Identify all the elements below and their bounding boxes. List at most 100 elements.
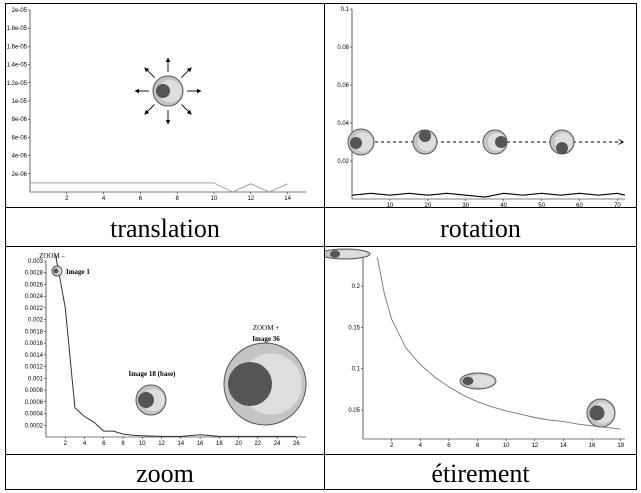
y-tick-label: 0.0028: [25, 271, 44, 277]
panel-rotation: 0.02 0.04 0.06 0.08 0.1 10 20 30 40 50 60 70 rotati…: [324, 3, 637, 247]
y-tick-label: 0.0008: [25, 388, 44, 394]
direction-arrow: [181, 67, 192, 78]
x-tick-label: 2: [65, 196, 69, 202]
caption-divider: [325, 207, 636, 208]
y-tick-label: 2e-05: [12, 8, 28, 14]
direction-arrow: [181, 104, 192, 115]
x-tick-label: 6: [447, 443, 451, 449]
cell-cytoplasm: [467, 375, 495, 387]
annotation-zoom-plus: ZOOM +: [253, 324, 279, 332]
x-tick-label: 14: [560, 443, 567, 449]
y-tick-label: 0.05: [348, 408, 360, 414]
cell-sprite-4: [549, 129, 575, 155]
y-tick-label: 0.2: [352, 284, 361, 290]
annotation-zoom-minus: ZOOM –: [39, 252, 65, 260]
y-tick-label: 1.8e-05: [7, 26, 28, 32]
x-tick-label: 70: [614, 203, 621, 209]
y-tick-label: 0.1: [352, 367, 361, 373]
x-tick-label: 6: [102, 441, 106, 447]
y-tick-label: 0.0002: [25, 423, 44, 429]
x-tick-label: 4: [102, 196, 106, 202]
caption-rotation: rotation: [440, 214, 521, 243]
direction-arrow: [144, 67, 155, 78]
cell-nucleus: [589, 405, 605, 421]
x-tick-label: 50: [538, 203, 545, 209]
y-tick-label: 0.0016: [25, 341, 44, 347]
x-tick-label: 60: [576, 203, 583, 209]
y-tick-label: 0.0012: [25, 365, 44, 371]
x-tick-label: 16: [197, 441, 204, 447]
cell-sprite-image-36: [223, 342, 307, 426]
caption-zoom: zoom: [136, 459, 194, 488]
x-tick-label: 14: [284, 196, 291, 202]
y-tick-label: 0.15: [348, 325, 360, 331]
series-line: [55, 255, 297, 437]
x-tick-label: 30: [462, 203, 469, 209]
y-tick-label: 0.0022: [25, 306, 44, 312]
caption-translation: translation: [110, 214, 220, 243]
x-tick-label: 16: [589, 443, 596, 449]
rotation-chart: 0.02 0.04 0.06 0.08 0.1 10 20 30 40 50 60 70: [337, 7, 626, 209]
x-tick-label: 4: [83, 441, 87, 447]
x-tick-label: 14: [177, 441, 184, 447]
x-tick-label: 10: [503, 443, 510, 449]
x-tick-label: 12: [158, 441, 165, 447]
cell-sprite: [152, 75, 184, 107]
cell-nucleus: [330, 250, 340, 258]
y-tick-label: 0.1: [341, 7, 350, 13]
y-tick-label: 0.001: [28, 376, 44, 382]
y-tick-label: 1.6e-05: [7, 44, 28, 50]
x-tick-label: 18: [216, 441, 223, 447]
x-tick-label: 40: [500, 203, 507, 209]
x-tick-label: 2: [390, 443, 394, 449]
x-tick-label: 18: [617, 443, 624, 449]
annotation-image-18: Image 18 (base): [128, 370, 176, 378]
caption-divider: [325, 454, 636, 455]
panel-zoom: 0.0002 0.0004 0.0006 0.0008 0.001 0.0012 0.001…: [5, 246, 325, 490]
x-tick-label: 24: [274, 441, 281, 447]
y-tick-label: 0.0004: [25, 412, 44, 418]
cell-sprite-1: [347, 128, 375, 156]
cell-nucleus: [556, 142, 568, 154]
y-tick-label: 6e-06: [12, 135, 28, 141]
x-tick-label: 26: [293, 441, 300, 447]
y-tick-label: 0.06: [337, 83, 349, 89]
y-tick-label: 0.0006: [25, 400, 44, 406]
x-tick-label: 10: [387, 203, 394, 209]
y-tick-label: 0.08: [337, 45, 349, 51]
cell-nucleus: [462, 376, 474, 386]
x-tick-label: 2: [64, 441, 68, 447]
y-tick-label: 1.2e-05: [7, 81, 28, 87]
y-tick-label: 0.0014: [25, 353, 44, 359]
y-tick-label: 0.02: [337, 159, 349, 165]
zoom-chart: 0.0002 0.0004 0.0006 0.0008 0.001 0.0012 0.001…: [25, 252, 307, 447]
panel-etirement: 0.05 0.1 0.15 0.2 2 4 6 8 10 12 14 16 18 étirement: [324, 246, 637, 490]
x-tick-label: 12: [531, 443, 538, 449]
translation-chart: 2e-06 4e-06 6e-06 8e-06 1e-05 1.2e-05 1.4e-05 1…: [7, 8, 306, 202]
cell-nucleus: [495, 136, 507, 148]
cell-sprite-stretch-1: [325, 248, 371, 260]
cell-nucleus: [156, 84, 170, 98]
series-line: [376, 257, 621, 430]
y-tick-label: 0.0026: [25, 282, 44, 288]
y-tick-label: 0.04: [337, 121, 349, 127]
caption-divider: [6, 454, 324, 455]
cell-sprite-stretch-2: [459, 372, 497, 390]
y-tick-label: 2e-06: [12, 172, 28, 178]
cell-nucleus: [53, 268, 59, 274]
y-tick-label: 4e-06: [12, 154, 28, 160]
x-tick-label: 22: [255, 441, 262, 447]
annotation-image-1: Image 1: [66, 268, 90, 276]
direction-arrow: [144, 104, 155, 115]
y-tick-label: 0.0018: [25, 329, 44, 335]
series-line: [351, 192, 626, 198]
x-tick-label: 8: [121, 441, 125, 447]
cell-sprite-3: [482, 129, 508, 155]
x-tick-label: 8: [476, 443, 480, 449]
caption-etirement: étirement: [431, 459, 530, 488]
cell-sprite-image-1: [51, 265, 63, 277]
annotation-image-36: Image 36: [252, 335, 280, 343]
x-tick-label: 12: [247, 196, 254, 202]
y-tick-label: 0.002: [28, 318, 44, 324]
